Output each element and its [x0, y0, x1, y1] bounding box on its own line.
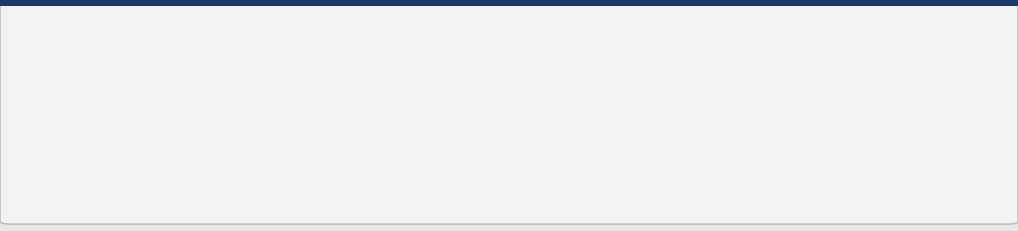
Text: $f_u\ (5, -5, 3) = D_u f(5, -5, 3) =$: $f_u\ (5, -5, 3) = D_u f(5, -5, 3) =$ [22, 163, 322, 185]
FancyBboxPatch shape [19, 54, 75, 129]
Text: $(5, -5, 3)$ in the direction of the maximum rate of change of $f$.: $(5, -5, 3)$ in the direction of the max… [22, 92, 610, 115]
Text: Find the directional derivative of $f(x, y, z) = 4xy + z^2$ at the point: Find the directional derivative of $f(x,… [88, 56, 689, 81]
FancyBboxPatch shape [372, 134, 993, 214]
Text: $|$: $|$ [395, 161, 402, 188]
